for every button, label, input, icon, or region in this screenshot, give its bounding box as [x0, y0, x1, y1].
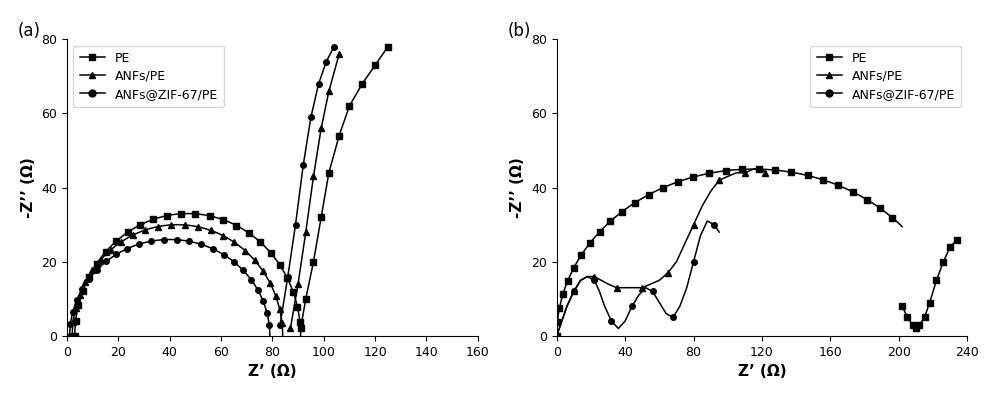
Legend: PE, ANFs/PE, ANFs@ZIF-67/PE: PE, ANFs/PE, ANFs@ZIF-67/PE: [810, 46, 961, 107]
Text: (a): (a): [18, 22, 41, 40]
Text: (b): (b): [507, 22, 531, 40]
X-axis label: Z’ (Ω): Z’ (Ω): [248, 364, 297, 379]
Y-axis label: -Z’’ (Ω): -Z’’ (Ω): [510, 157, 525, 218]
X-axis label: Z’ (Ω): Z’ (Ω): [738, 364, 786, 379]
Legend: PE, ANFs/PE, ANFs@ZIF-67/PE: PE, ANFs/PE, ANFs@ZIF-67/PE: [73, 46, 224, 107]
Y-axis label: -Z’’ (Ω): -Z’’ (Ω): [21, 157, 36, 218]
